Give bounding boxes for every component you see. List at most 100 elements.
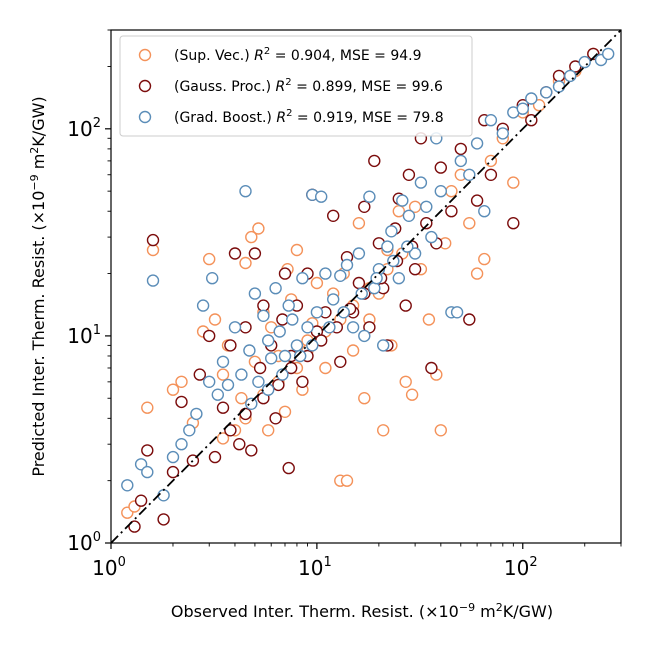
data-point-s2-36 — [327, 293, 340, 306]
data-point-s2-76 — [337, 306, 350, 319]
legend-marker-0 — [138, 48, 152, 62]
data-point-s2-46 — [381, 240, 394, 253]
data-point-s1-3 — [146, 233, 160, 247]
data-point-s0-5 — [175, 375, 188, 388]
data-point-s2-34 — [315, 190, 328, 203]
y-tick-label-1: 101 — [67, 323, 101, 348]
data-point-s1-19 — [257, 299, 270, 312]
data-point-s2-16 — [235, 368, 248, 381]
data-point-s1-11 — [216, 401, 230, 414]
data-point-s1-53 — [445, 204, 458, 218]
data-point-s1-21 — [269, 412, 282, 425]
data-point-s1-13 — [228, 247, 242, 260]
data-point-s1-15 — [239, 321, 252, 334]
data-point-s1-5 — [166, 465, 180, 479]
legend-label-2: (Grad. Boost.) R2 = 0.919, MSE = 79.8 — [174, 108, 444, 126]
x-tick-label-2: 102 — [504, 555, 538, 580]
legend: (Sup. Vec.) R2 = 0.904, MSE = 94.9 (Gauss… — [119, 35, 473, 137]
data-point-s2-67 — [525, 92, 538, 105]
data-point-s0-37 — [358, 392, 371, 405]
data-point-s2-69 — [552, 80, 566, 93]
data-point-s2-77 — [355, 287, 368, 300]
data-point-s1-50 — [425, 361, 438, 375]
data-point-s2-83 — [245, 397, 258, 410]
data-point-s0-14 — [239, 256, 252, 270]
data-point-s2-13 — [216, 355, 230, 368]
data-point-s0-19 — [262, 424, 275, 437]
data-point-s2-40 — [352, 247, 366, 260]
data-point-s1-23 — [278, 267, 292, 280]
data-point-s2-24 — [269, 282, 282, 295]
data-point-s0-59 — [507, 176, 520, 189]
data-point-s2-7 — [183, 424, 196, 437]
data-point-s2-23 — [265, 352, 278, 365]
data-point-s0-13 — [235, 392, 248, 405]
data-point-s2-21 — [257, 309, 270, 322]
data-point-s2-33 — [310, 306, 324, 319]
data-point-s2-17 — [239, 184, 252, 198]
data-point-s2-60 — [463, 168, 476, 182]
data-point-s2-45 — [377, 339, 390, 352]
data-point-s0-61 — [532, 98, 546, 112]
data-point-s0-36 — [352, 216, 366, 230]
data-point-s2-38 — [340, 258, 354, 272]
data-point-s0-9 — [208, 313, 222, 326]
data-point-s1-39 — [368, 154, 381, 168]
data-point-s0-48 — [422, 313, 436, 326]
data-point-s2-75 — [323, 321, 336, 334]
data-points — [121, 47, 615, 533]
data-point-s1-45 — [399, 299, 412, 312]
data-point-s0-55 — [470, 267, 484, 280]
data-point-s1-58 — [484, 168, 498, 182]
data-point-s0-8 — [202, 252, 216, 266]
data-point-s2-22 — [262, 334, 275, 347]
x-tick-label-1: 101 — [298, 555, 332, 580]
data-point-s2-3 — [146, 274, 160, 287]
legend-marker-2 — [138, 110, 152, 124]
data-point-s2-80 — [401, 240, 414, 253]
data-point-s1-14 — [233, 438, 246, 451]
data-point-s1-49 — [420, 216, 433, 230]
data-point-s2-79 — [387, 254, 400, 268]
data-point-s2-10 — [202, 375, 216, 388]
data-point-s0-40 — [377, 424, 390, 437]
data-point-s0-56 — [478, 252, 491, 266]
legend-entries: (Sup. Vec.) R2 = 0.904, MSE = 94.9 (Gauss… — [138, 46, 444, 126]
data-point-s2-84 — [294, 349, 307, 363]
data-point-s1-52 — [434, 161, 447, 174]
data-point-s2-47 — [385, 225, 398, 238]
data-point-s1-4 — [157, 513, 170, 526]
data-point-s1-54 — [454, 142, 467, 156]
data-point-s1-17 — [248, 247, 262, 260]
data-point-s0-10 — [216, 368, 230, 381]
data-point-s2-35 — [319, 267, 332, 280]
y-tick-label-0: 100 — [67, 530, 101, 555]
data-point-s2-11 — [205, 272, 219, 285]
data-point-s2-0 — [121, 479, 134, 492]
data-point-s1-64 — [552, 69, 566, 83]
data-point-s2-48 — [392, 272, 405, 285]
data-point-s0-22 — [278, 405, 292, 418]
data-point-s1-27 — [296, 375, 309, 388]
data-point-s2-70 — [564, 69, 577, 83]
data-point-s1-76 — [239, 407, 252, 421]
data-point-s2-49 — [396, 194, 409, 207]
plot-frame — [110, 29, 622, 544]
data-point-s1-33 — [334, 355, 347, 368]
data-point-s2-27 — [282, 299, 295, 312]
data-point-s2-73 — [602, 47, 615, 61]
data-point-s2-14 — [221, 378, 235, 392]
data-point-s0-54 — [463, 216, 476, 230]
data-point-s2-39 — [346, 321, 360, 334]
data-point-s2-28 — [286, 313, 299, 326]
data-point-s0-30 — [319, 361, 332, 375]
data-point-s2-78 — [370, 272, 383, 285]
y-tick-label-2: 102 — [67, 116, 101, 141]
data-point-s2-63 — [484, 113, 498, 127]
data-point-s2-61 — [470, 137, 484, 150]
data-point-s2-37 — [334, 269, 347, 282]
data-point-s2-51 — [408, 247, 422, 260]
data-point-s0-44 — [399, 375, 412, 388]
data-point-s2-56 — [434, 184, 447, 198]
